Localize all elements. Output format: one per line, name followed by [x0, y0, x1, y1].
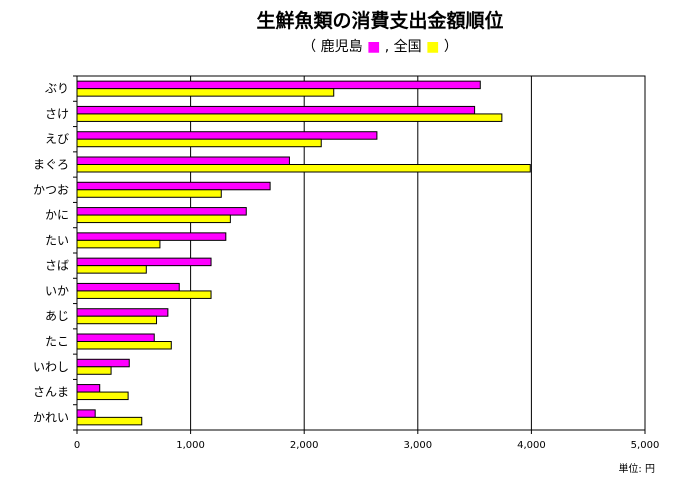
x-tick-label: 3,000 [403, 440, 432, 451]
category-label: たい [45, 233, 69, 247]
bar-kagoshima [76, 308, 169, 317]
chart-subtitle: （ 鹿児島 ■ , 全国 ■ ） [302, 38, 458, 55]
bar-national [76, 113, 503, 122]
category-label: まぐろ [33, 158, 69, 172]
category-label: あじ [45, 309, 69, 323]
unit-label: 単位: 円 [618, 462, 655, 475]
bar-kagoshima [76, 358, 130, 368]
bar-kagoshima [76, 409, 96, 418]
category-label: たこ [45, 335, 69, 349]
bar-national [76, 391, 129, 401]
category-label: かに [45, 208, 69, 222]
plot-frame [76, 75, 646, 431]
bar-kagoshima [76, 207, 247, 216]
bar-kagoshima [76, 232, 227, 241]
category-label: ぶり [45, 82, 69, 96]
category-label: えび [45, 132, 69, 146]
bar-kagoshima [76, 282, 180, 292]
category-label: いか [45, 284, 69, 298]
category-label: かれい [33, 410, 69, 424]
bar-national [76, 265, 147, 274]
bar-national [76, 341, 172, 350]
legend-swatch-national: ■ [426, 39, 439, 55]
legend-label-national: 全国 [394, 38, 422, 55]
chart-title: 生鮮魚類の消費支出金額順位 [256, 9, 503, 32]
bar-national [76, 416, 143, 426]
bar-national [76, 88, 335, 97]
bar-national [76, 366, 112, 375]
x-tick-label: 1,000 [176, 440, 205, 451]
subtitle-close-paren: ） [444, 39, 458, 55]
bar-kagoshima [76, 384, 101, 393]
bar-national [76, 164, 531, 173]
category-label: いわし [33, 360, 69, 374]
legend-swatch-kagoshima: ■ [367, 39, 380, 55]
category-label: さば [45, 259, 69, 273]
category-label: さんま [33, 385, 69, 399]
category-label: かつお [33, 183, 69, 197]
x-tick-label: 2,000 [290, 440, 319, 451]
x-tick-label: 0 [74, 440, 80, 451]
bar-national [76, 290, 212, 299]
bar-kagoshima [76, 181, 271, 191]
bar-national [76, 189, 222, 198]
category-label: さけ [45, 107, 69, 121]
bar-kagoshima [76, 333, 155, 342]
bar-national [76, 214, 231, 224]
bar-kagoshima [76, 105, 476, 115]
bar-kagoshima [76, 156, 290, 165]
bar-national [76, 315, 158, 325]
bar-kagoshima [76, 80, 481, 90]
subtitle-open-paren: （ [302, 39, 316, 55]
bar-kagoshima [76, 131, 378, 140]
x-tick-label: 5,000 [631, 440, 660, 451]
bar-national [76, 138, 322, 148]
x-tick-label: 4,000 [517, 440, 546, 451]
bar-kagoshima [76, 257, 212, 267]
bar-national [76, 239, 161, 249]
subtitle-separator: , [385, 39, 394, 55]
legend-label-kagoshima: 鹿児島 [321, 38, 363, 55]
